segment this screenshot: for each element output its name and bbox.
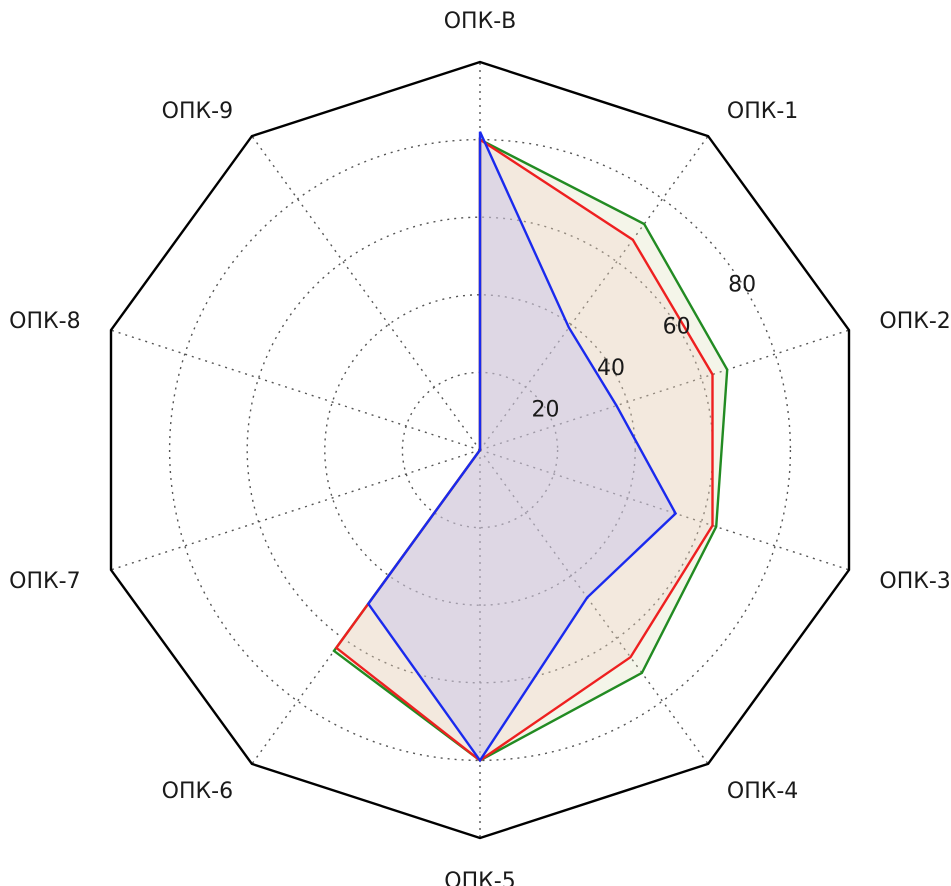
category-label: ОПК-5	[444, 869, 515, 886]
category-label: ОПК-В	[444, 9, 517, 34]
category-label: ОПК-3	[879, 569, 950, 594]
spoke-5	[479, 449, 709, 765]
spoke-3	[479, 329, 850, 451]
series-3-area	[368, 131, 676, 761]
radial-tick-label: 40	[597, 356, 625, 381]
spoke-4	[479, 449, 850, 571]
grid-circle-4	[168, 138, 792, 762]
series-layer	[332, 131, 729, 763]
series-1-area	[334, 139, 728, 761]
grid-circle-2	[324, 294, 636, 606]
spoke-8	[110, 449, 481, 571]
frame-layer	[109, 60, 851, 840]
spoke-2	[479, 135, 709, 451]
category-label: ОПК-4	[727, 779, 798, 804]
category-label: ОПК-8	[9, 309, 80, 334]
category-label: ОПК-1	[727, 99, 798, 124]
category-label: ОПК-2	[879, 309, 950, 334]
category-label: ОПК-6	[162, 779, 233, 804]
series-3-line	[366, 131, 678, 763]
series-2-area	[336, 139, 713, 761]
radial-tick-label: 20	[532, 397, 560, 422]
category-label: ОПК-9	[162, 99, 233, 124]
tick-layer: 20 40 60 80	[532, 273, 757, 423]
spoke-9	[110, 329, 481, 451]
radial-tick-label: 60	[663, 314, 691, 339]
category-label: ОПК-7	[9, 569, 80, 594]
spoke-10	[251, 135, 481, 451]
outer-frame	[109, 60, 851, 840]
label-layer: ОПК-В ОПК-1 ОПК-2 ОПК-3 ОПК-4 ОПК-5 ОПК-6 ОПК-7…	[9, 9, 951, 886]
radial-tick-label: 80	[728, 273, 756, 298]
